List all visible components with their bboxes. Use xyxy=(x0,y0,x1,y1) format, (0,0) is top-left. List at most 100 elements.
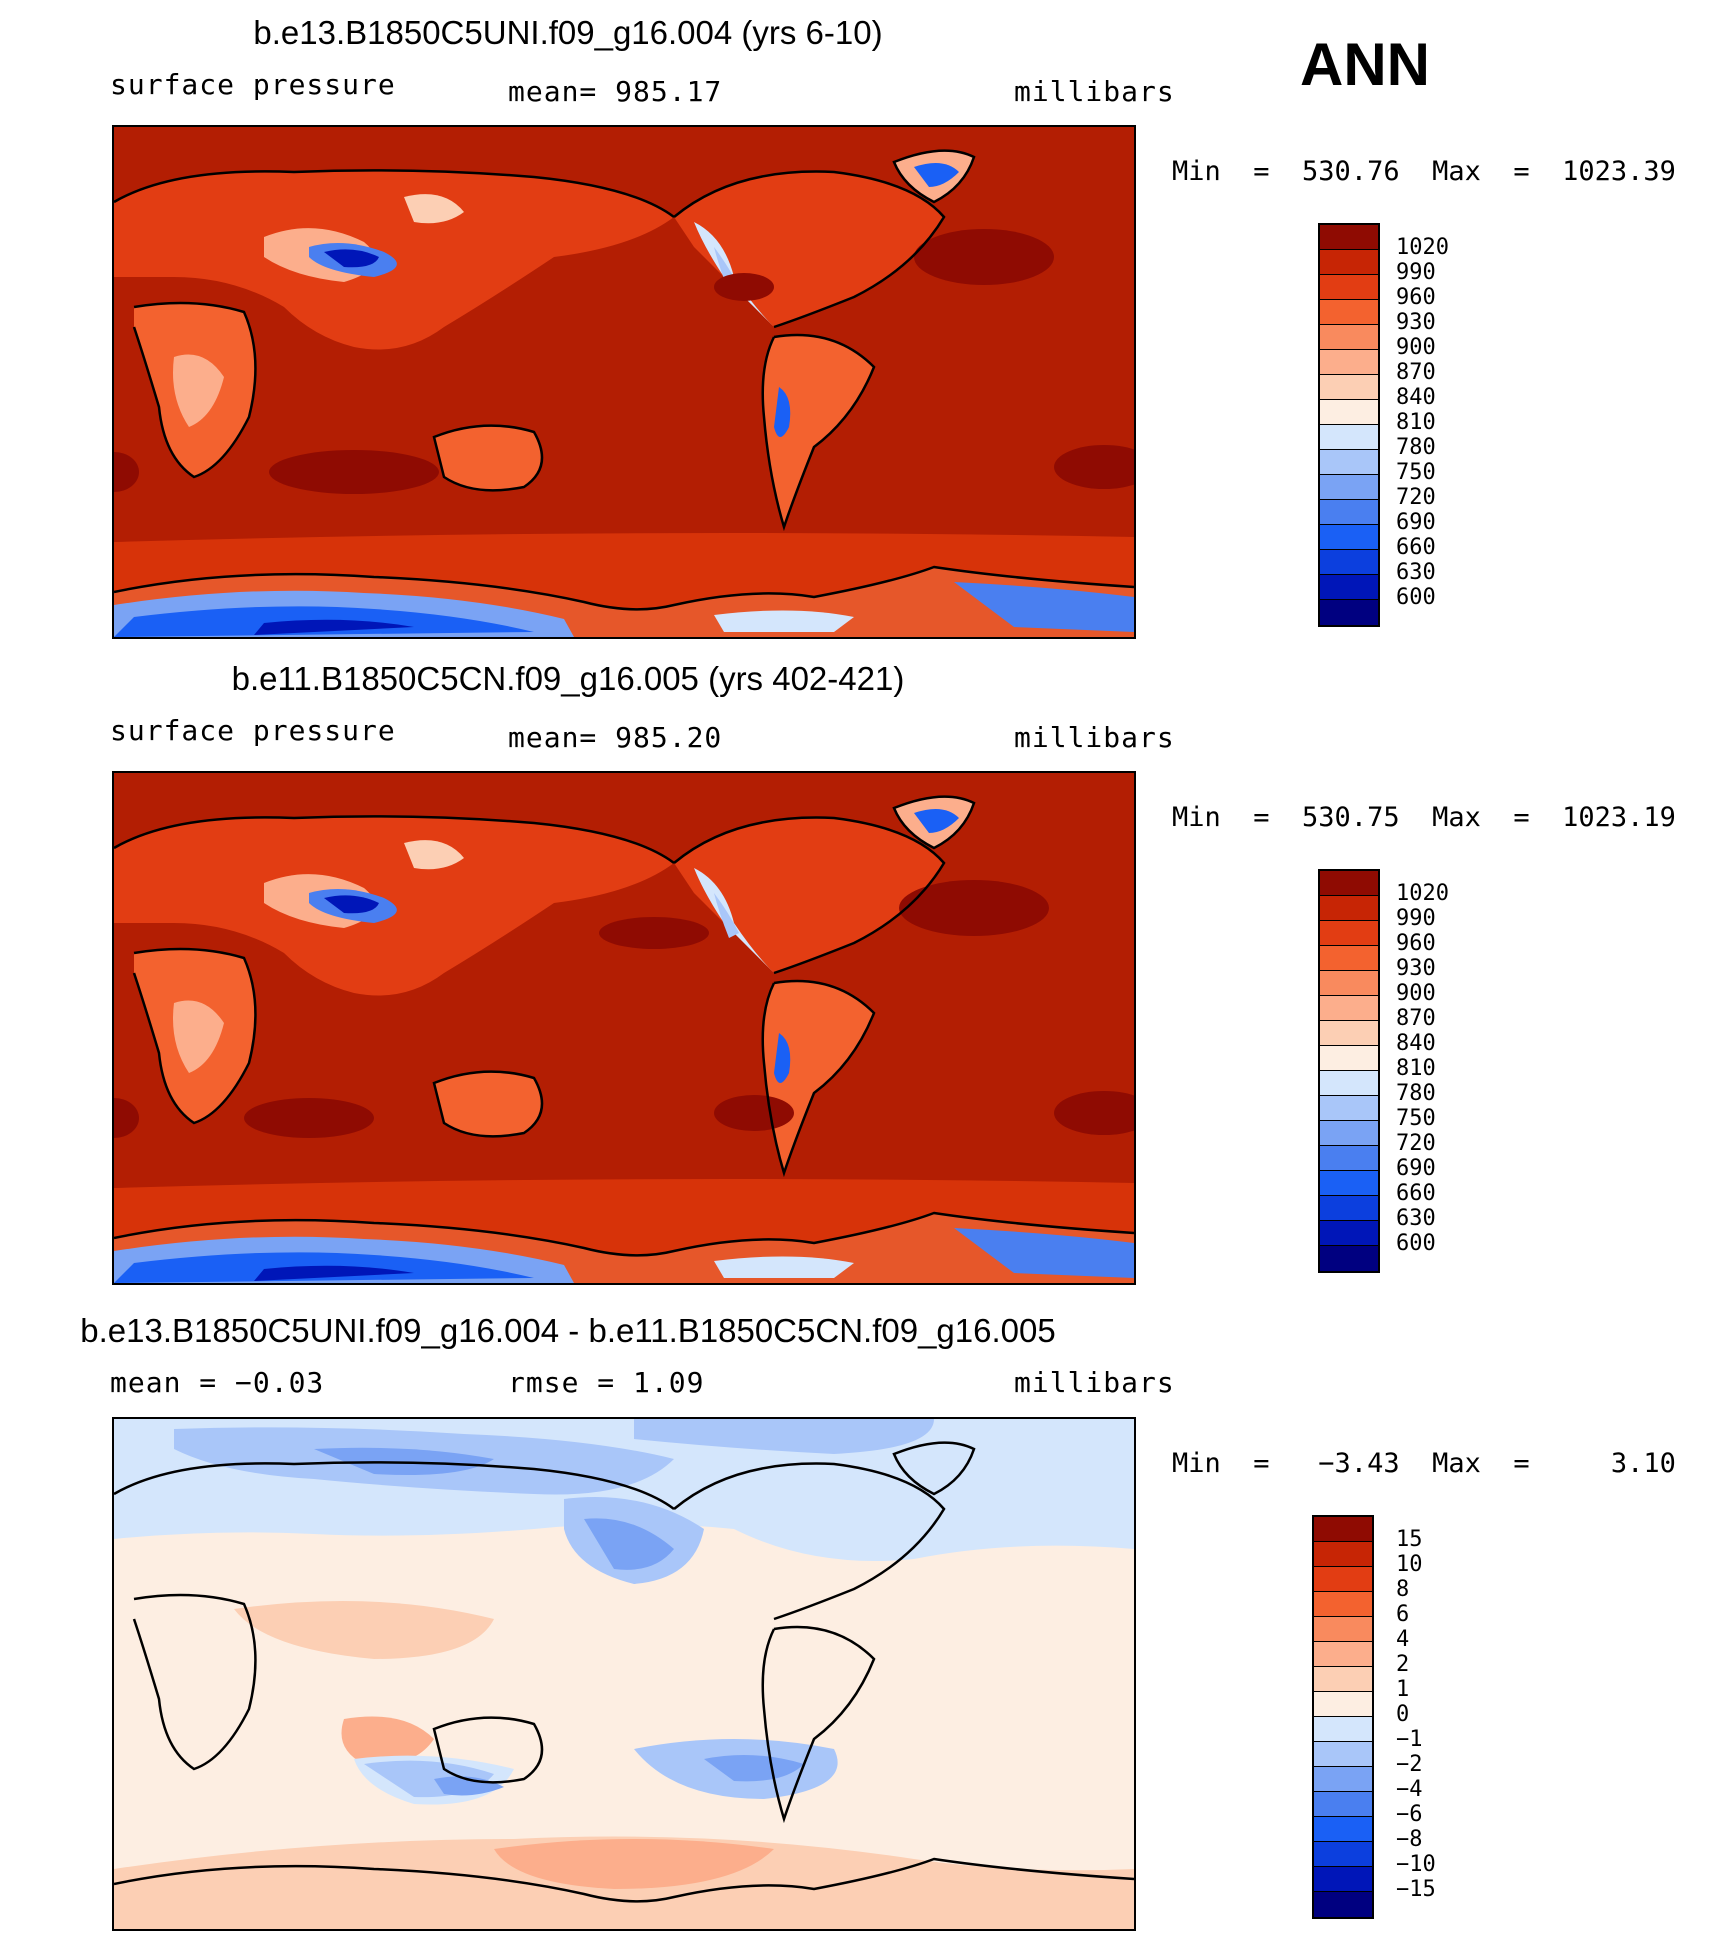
colorbar-swatch xyxy=(1314,1542,1372,1567)
colorbar-label: 690 xyxy=(1396,510,1436,535)
colorbar-label: 4 xyxy=(1396,1627,1410,1652)
colorbar-label: −4 xyxy=(1396,1777,1423,1802)
colorbar-label: 960 xyxy=(1396,285,1436,310)
colorbar-swatch xyxy=(1314,1692,1372,1717)
panel-2-minmax: Min = 530.75 Max = 1023.19 xyxy=(1172,802,1676,833)
colorbar-swatch xyxy=(1320,1246,1378,1271)
panel-2-map xyxy=(112,771,1136,1285)
colorbar-swatch xyxy=(1314,1717,1372,1742)
panel-3-units-label: millibars xyxy=(1014,1366,1175,1399)
colorbar-label: 630 xyxy=(1396,1206,1436,1231)
colorbar-swatch xyxy=(1320,1146,1378,1171)
colorbar-label: 930 xyxy=(1396,956,1436,981)
colorbar-label: 10 xyxy=(1396,1552,1423,1577)
panel-2-mean-label: mean= 985.20 xyxy=(508,721,723,754)
colorbar-label: −2 xyxy=(1396,1752,1423,1777)
colorbar-label: −6 xyxy=(1396,1802,1423,1827)
colorbar-swatch xyxy=(1320,425,1378,450)
colorbar-label: 870 xyxy=(1396,1006,1436,1031)
colorbar-label: 750 xyxy=(1396,460,1436,485)
colorbar-label: 6 xyxy=(1396,1602,1410,1627)
colorbar-label: 660 xyxy=(1396,535,1436,560)
panel-3-colorbar xyxy=(1312,1515,1374,1919)
panel-1-title: b.e13.B1850C5UNI.f09_g16.004 (yrs 6-10) xyxy=(253,14,883,51)
panel-2-colorbar xyxy=(1318,869,1380,1273)
colorbar-swatch xyxy=(1320,500,1378,525)
colorbar-swatch xyxy=(1320,996,1378,1021)
colorbar-label: 15 xyxy=(1396,1527,1423,1552)
colorbar-label: 8 xyxy=(1396,1577,1410,1602)
colorbar-swatch xyxy=(1320,225,1378,250)
colorbar-label: 1020 xyxy=(1396,235,1449,260)
colorbar-swatch xyxy=(1320,275,1378,300)
colorbar-label: 630 xyxy=(1396,560,1436,585)
colorbar-label: 600 xyxy=(1396,1231,1436,1256)
colorbar-label: 900 xyxy=(1396,335,1436,360)
panel-1-variable-label: surface pressure xyxy=(110,68,396,101)
colorbar-label: 780 xyxy=(1396,1081,1436,1106)
colorbar-swatch xyxy=(1314,1892,1372,1917)
colorbar-swatch xyxy=(1320,475,1378,500)
colorbar-label: 780 xyxy=(1396,435,1436,460)
panel-1-units-label: millibars xyxy=(1014,75,1175,108)
colorbar-swatch xyxy=(1320,300,1378,325)
colorbar-label: 0 xyxy=(1396,1702,1410,1727)
colorbar-label: 930 xyxy=(1396,310,1436,335)
panel-1-mean-label: mean= 985.17 xyxy=(508,75,723,108)
colorbar-swatch xyxy=(1314,1867,1372,1892)
colorbar-label: 960 xyxy=(1396,931,1436,956)
colorbar-swatch xyxy=(1320,250,1378,275)
panel-1-colorbar xyxy=(1318,223,1380,627)
colorbar-swatch xyxy=(1320,450,1378,475)
colorbar-swatch xyxy=(1320,600,1378,625)
panel-2-variable-label: surface pressure xyxy=(110,714,396,747)
colorbar-label: 810 xyxy=(1396,1056,1436,1081)
colorbar-label: 690 xyxy=(1396,1156,1436,1181)
colorbar-swatch xyxy=(1320,1096,1378,1121)
colorbar-swatch xyxy=(1320,1171,1378,1196)
colorbar-swatch xyxy=(1320,1221,1378,1246)
colorbar-swatch xyxy=(1320,1021,1378,1046)
panel-2-units-label: millibars xyxy=(1014,721,1175,754)
panel-3-minmax: Min = −3.43 Max = 3.10 xyxy=(1172,1448,1676,1479)
colorbar-label: 720 xyxy=(1396,485,1436,510)
colorbar-swatch xyxy=(1320,921,1378,946)
colorbar-swatch xyxy=(1320,1071,1378,1096)
colorbar-swatch xyxy=(1314,1767,1372,1792)
panel-3-title: b.e13.B1850C5UNI.f09_g16.004 - b.e11.B18… xyxy=(80,1312,1056,1349)
colorbar-swatch xyxy=(1320,325,1378,350)
colorbar-swatch xyxy=(1320,946,1378,971)
colorbar-swatch xyxy=(1314,1842,1372,1867)
colorbar-swatch xyxy=(1320,896,1378,921)
colorbar-swatch xyxy=(1320,1121,1378,1146)
colorbar-swatch xyxy=(1314,1792,1372,1817)
colorbar-label: −10 xyxy=(1396,1852,1436,1877)
colorbar-swatch xyxy=(1320,1046,1378,1071)
panel-1-map xyxy=(112,125,1136,639)
colorbar-label: 870 xyxy=(1396,360,1436,385)
colorbar-swatch xyxy=(1314,1517,1372,1542)
colorbar-label: 720 xyxy=(1396,1131,1436,1156)
colorbar-swatch xyxy=(1320,971,1378,996)
colorbar-swatch xyxy=(1314,1667,1372,1692)
panel-3-rmse-label: rmse = 1.09 xyxy=(508,1366,705,1399)
panel-1-minmax: Min = 530.76 Max = 1023.39 xyxy=(1172,156,1676,187)
season-label: ANN xyxy=(1300,31,1430,98)
colorbar-label: 750 xyxy=(1396,1106,1436,1131)
colorbar-swatch xyxy=(1314,1567,1372,1592)
colorbar-label: −8 xyxy=(1396,1827,1423,1852)
panel-2-title: b.e11.B1850C5CN.f09_g16.005 (yrs 402-421… xyxy=(231,660,905,697)
panel-3-map xyxy=(112,1417,1136,1931)
colorbar-swatch xyxy=(1314,1817,1372,1842)
colorbar-label: 1020 xyxy=(1396,881,1449,906)
colorbar-label: 2 xyxy=(1396,1652,1410,1677)
colorbar-label: 810 xyxy=(1396,410,1436,435)
colorbar-swatch xyxy=(1320,550,1378,575)
colorbar-label: 990 xyxy=(1396,906,1436,931)
colorbar-swatch xyxy=(1320,525,1378,550)
colorbar-label: 660 xyxy=(1396,1181,1436,1206)
colorbar-swatch xyxy=(1320,871,1378,896)
colorbar-swatch xyxy=(1314,1642,1372,1667)
colorbar-swatch xyxy=(1314,1592,1372,1617)
colorbar-swatch xyxy=(1320,575,1378,600)
